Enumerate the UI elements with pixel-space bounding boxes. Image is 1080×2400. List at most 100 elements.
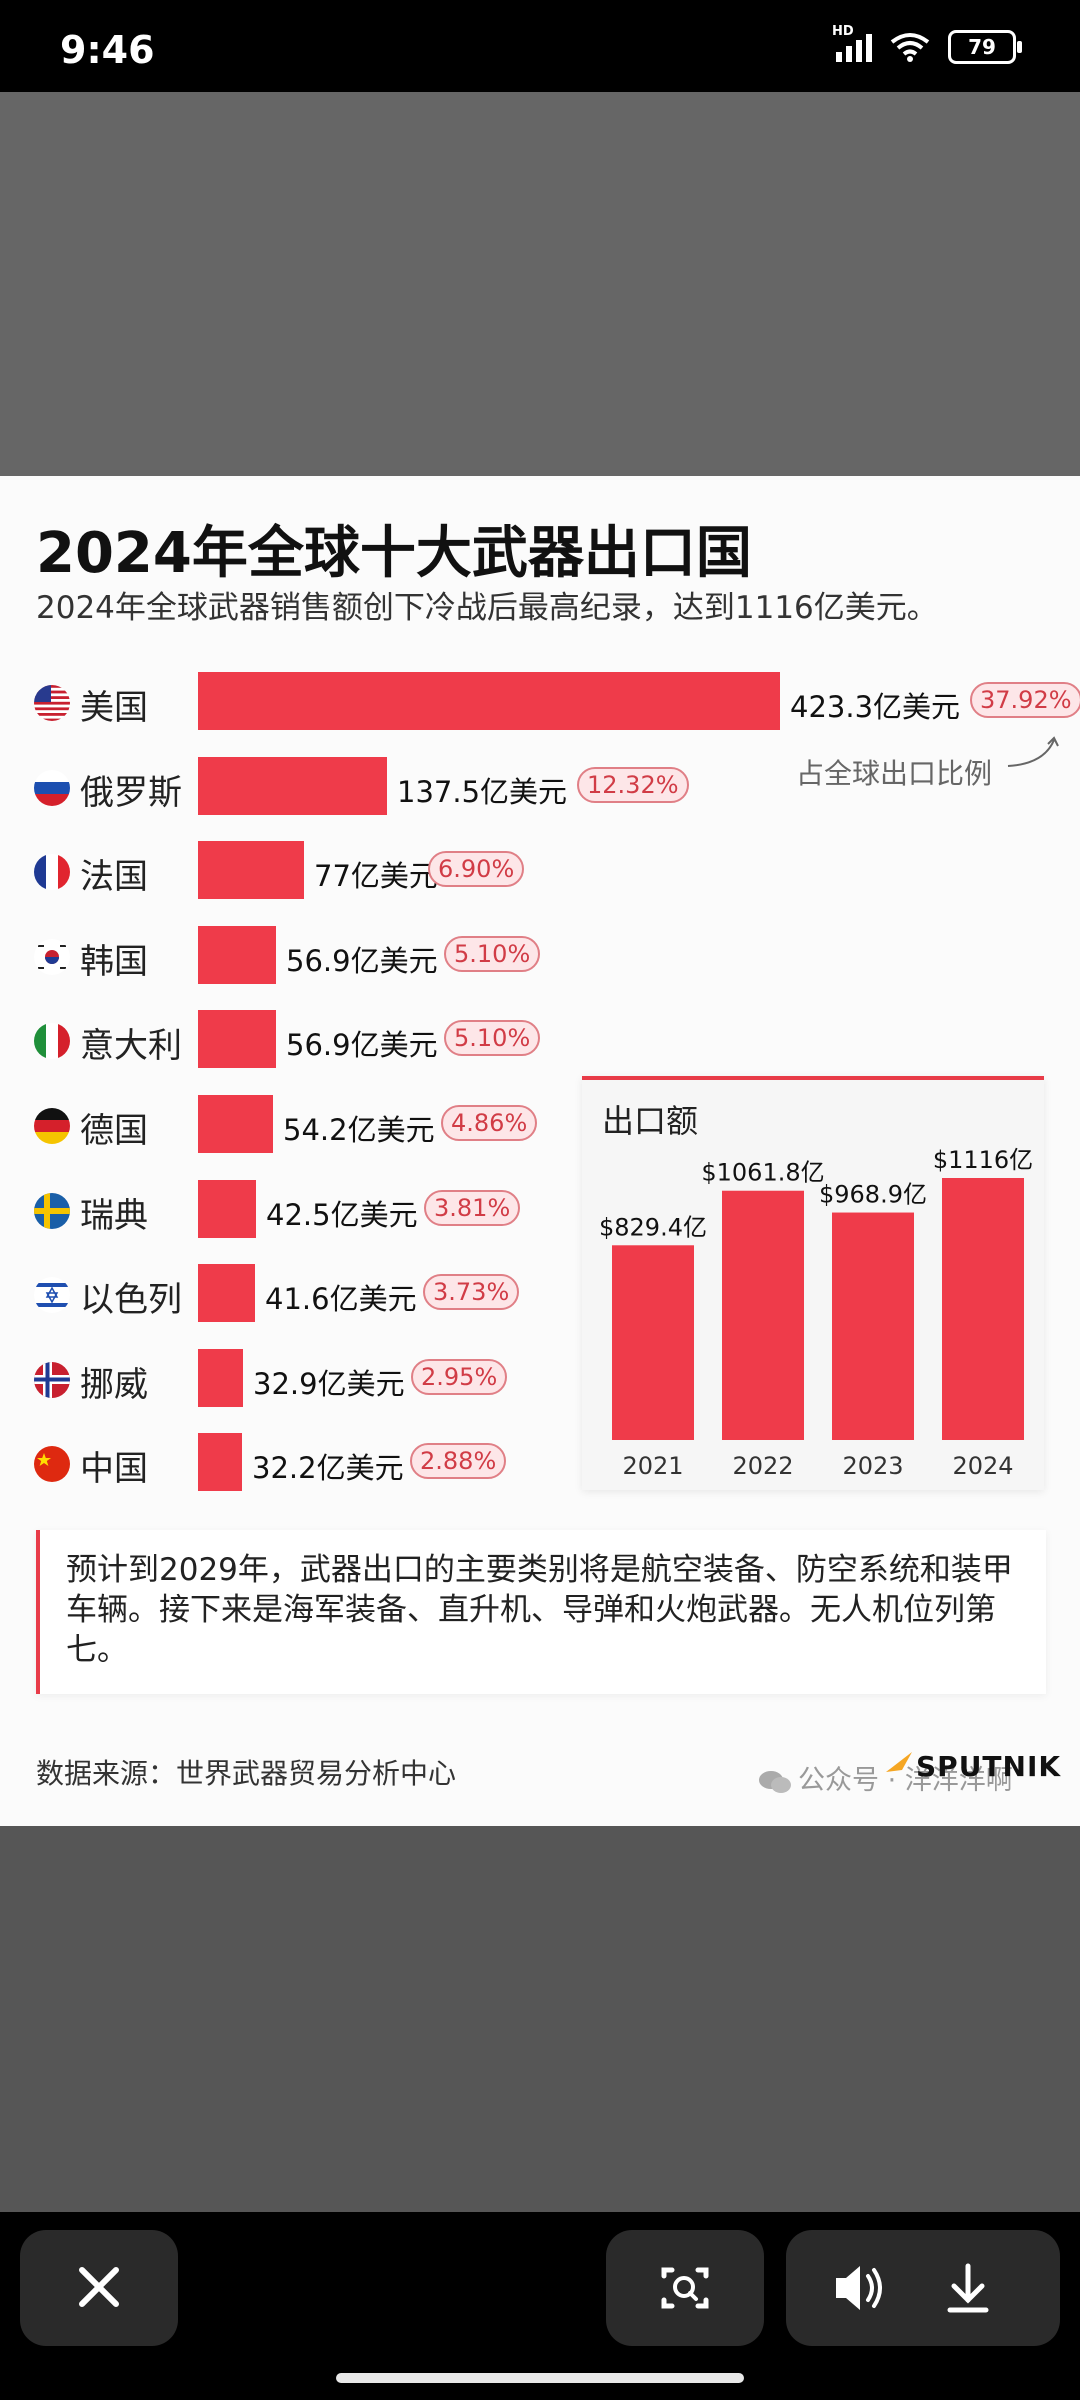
se-flag-icon [34, 1192, 70, 1229]
country-row: 中国 32.2亿美元 2.88% [0, 1433, 1080, 1493]
year-tick-label: 2023 [842, 1452, 903, 1480]
country-row: 德国 54.2亿美元 4.86% [0, 1095, 1080, 1155]
year-bar [942, 1178, 1024, 1440]
scan-button[interactable] [606, 2230, 764, 2346]
country-name: 韩国 [80, 941, 148, 982]
year-bar [722, 1190, 804, 1440]
kr-flag-icon [34, 938, 70, 975]
country-name: 法国 [80, 857, 148, 898]
sputnik-logo-icon [886, 1752, 912, 1772]
download-icon [947, 2263, 989, 2313]
forecast-note: 预计到2029年，武器出口的主要类别将是航空装备、防空系统和装甲车辆。接下来是海… [36, 1530, 1046, 1694]
fr-flag-icon [34, 854, 70, 891]
share-badge: 2.88% [410, 1443, 507, 1480]
country-bar [198, 1179, 256, 1238]
infographic-subtitle: 2024年全球武器销售额创下冷战后最高纪录，达到1116亿美元。 [36, 590, 938, 626]
country-name: 德国 [80, 1111, 148, 1151]
media-controls-group [786, 2230, 1060, 2346]
country-bar [198, 1010, 276, 1069]
signal-icon: HD [832, 24, 872, 62]
country-value: 56.9亿美元 [286, 1028, 438, 1063]
country-bar [198, 1095, 273, 1153]
country-name: 美国 [80, 688, 148, 728]
home-indicator[interactable] [336, 2373, 744, 2383]
country-bar [198, 672, 780, 730]
it-flag-icon [34, 1023, 70, 1060]
speaker-icon [836, 2266, 882, 2310]
year-value-label: $968.9亿 [819, 1181, 927, 1209]
us-flag-icon [34, 685, 70, 721]
battery-icon: 79 [948, 30, 1022, 64]
year-value-label: $1116亿 [933, 1146, 1033, 1174]
country-value: 32.2亿美元 [252, 1451, 404, 1486]
year-value-label: $1061.8亿 [701, 1159, 824, 1187]
country-row: 俄罗斯 137.5亿美元 12.32% [0, 756, 1080, 817]
share-badge: 3.81% [424, 1189, 521, 1226]
country-row: 挪威 32.9亿美元 2.95% [0, 1348, 1080, 1409]
country-bar [198, 1433, 242, 1492]
share-badge: 37.92% [970, 682, 1080, 718]
year-value-label: $829.4亿 [599, 1213, 707, 1241]
country-value: 423.3亿美元 [790, 690, 961, 724]
viewer-backdrop-top [0, 92, 1080, 476]
country-name: 以色列 [80, 1280, 182, 1321]
network-type: HD [832, 24, 854, 39]
country-bar [198, 925, 276, 984]
share-badge: 6.90% [428, 851, 525, 888]
ru-flag-icon [34, 769, 70, 806]
country-row: 以色列 41.6亿美元 3.73% [0, 1264, 1080, 1324]
close-button[interactable] [20, 2230, 178, 2346]
yearly-export-chart: $829.4亿 2021 $1061.8亿 2022 $968.9亿 2023 $1116亿… [599, 1146, 1033, 1480]
country-name: 中国 [80, 1449, 148, 1490]
wechat-icon [759, 1770, 791, 1793]
country-value: 54.2亿美元 [283, 1113, 435, 1147]
share-badge: 12.32% [577, 766, 689, 803]
infographic-title: 2024年全球十大武器出口国 [36, 521, 752, 586]
infographic-image[interactable]: 2024年全球十大武器出口国 2024年全球武器销售额创下冷战后最高纪录，达到1… [0, 476, 1080, 1826]
watermark: 公众号 · 洋洋洋啊 [758, 1758, 1013, 1797]
brand-logo: SPUTNIK [916, 1750, 1062, 1783]
country-value: 41.6亿美元 [265, 1282, 417, 1317]
data-source: 数据来源：世界武器贸易分析中心 [36, 1757, 457, 1790]
year-bar [832, 1212, 914, 1440]
share-badge: 2.95% [411, 1358, 508, 1395]
forecast-text: 预计到2029年，武器出口的主要类别将是航空装备、防空系统和装甲车辆。接下来是海… [66, 1552, 1013, 1668]
share-badge: 5.10% [444, 935, 541, 972]
status-time: 9:46 [60, 28, 155, 72]
close-icon [79, 2267, 119, 2307]
export-volume-inset: 出口额 $829.4亿 2021 $1061.8亿 2022 $968.9亿 2023 $1… [582, 1076, 1044, 1490]
country-row: 瑞典 42.5亿美元 3.81% [0, 1179, 1080, 1240]
country-row: 意大利 56.9亿美元 5.10% [0, 1010, 1080, 1070]
share-badge: 3.73% [423, 1274, 520, 1311]
country-row: 韩国 56.9亿美元 5.10% [0, 925, 1080, 986]
share-badge: 5.10% [444, 1020, 541, 1057]
de-flag-icon [34, 1108, 70, 1144]
speaker-button[interactable] [786, 2230, 922, 2346]
year-tick-label: 2021 [622, 1452, 683, 1480]
country-value: 137.5亿美元 [397, 774, 568, 809]
country-bar [198, 1264, 255, 1323]
year-tick-label: 2024 [952, 1452, 1013, 1480]
viewer-backdrop-bottom [0, 1826, 1080, 2212]
no-flag-icon [34, 1361, 70, 1398]
share-badge: 4.86% [441, 1105, 538, 1141]
share-note: 占全球出口比例 [796, 736, 1059, 792]
country-value: 32.9亿美元 [253, 1366, 405, 1401]
cn-flag-icon [34, 1446, 70, 1483]
year-tick-label: 2022 [732, 1452, 793, 1480]
country-bar [198, 756, 387, 815]
download-button[interactable] [922, 2230, 1058, 2346]
country-value: 56.9亿美元 [286, 943, 438, 978]
country-bar [198, 841, 304, 900]
il-flag-icon [34, 1277, 70, 1314]
country-value: 42.5亿美元 [266, 1197, 418, 1232]
wifi-icon [890, 33, 930, 62]
country-name: 俄罗斯 [80, 772, 182, 813]
country-bar [198, 1348, 243, 1407]
year-bar [612, 1245, 694, 1440]
status-bar: 9:46 HD 79 [0, 0, 1080, 92]
inset-title: 出口额 [602, 1102, 699, 1140]
country-name: 瑞典 [80, 1195, 148, 1236]
country-name: 意大利 [80, 1026, 182, 1067]
country-row: 法国 77亿美元 6.90% [0, 841, 1080, 901]
